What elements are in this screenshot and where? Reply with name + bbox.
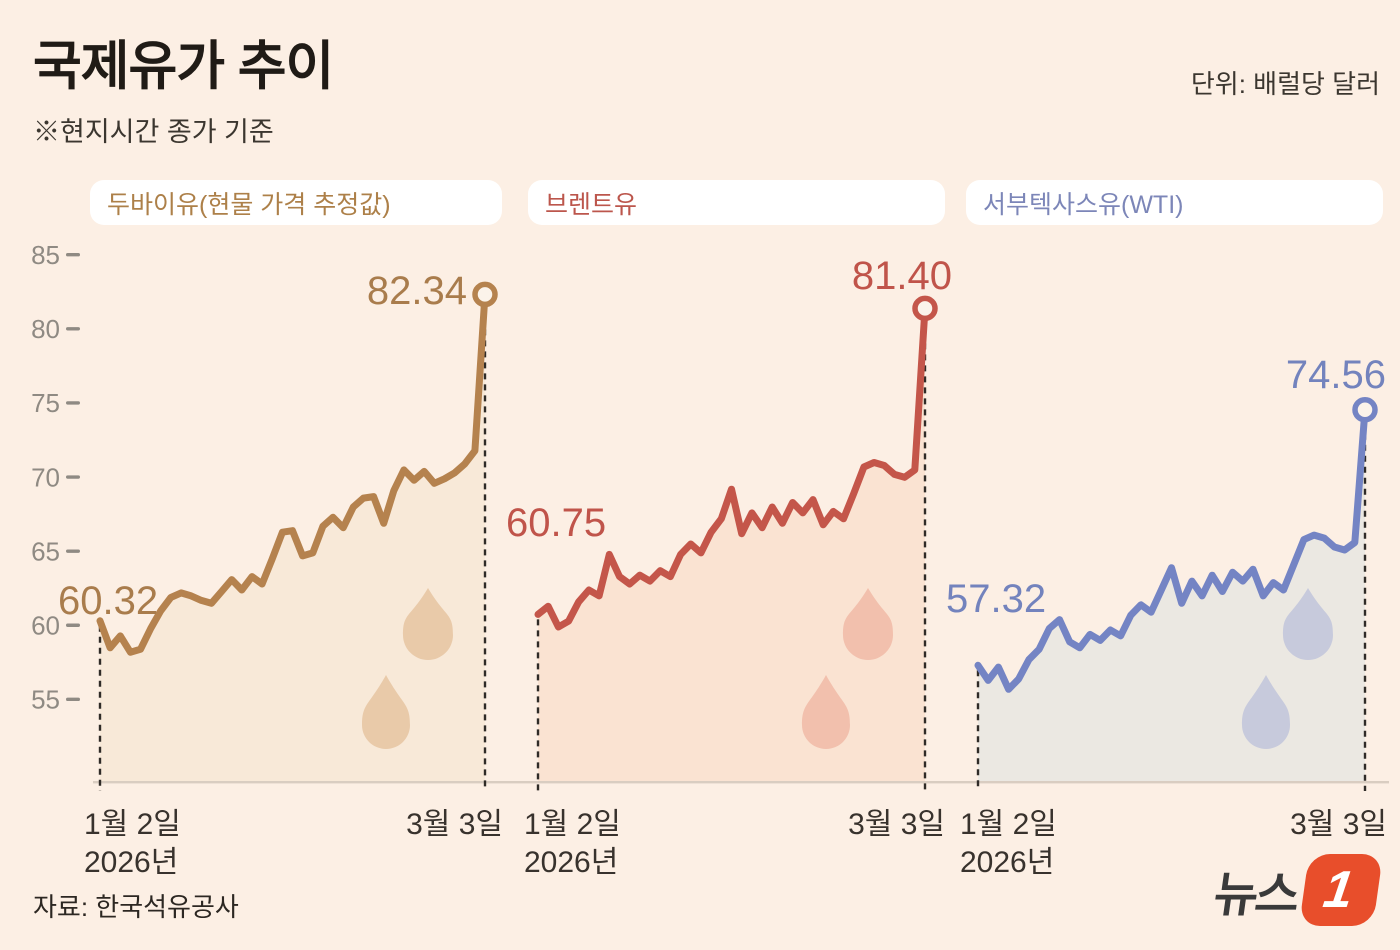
source-label: 자료: 한국석유공사 xyxy=(33,892,239,922)
end-value-label: 82.34 xyxy=(367,269,467,313)
start-value-label: 57.32 xyxy=(946,577,1046,621)
y-axis: 85 80 75 70 65 60 55 xyxy=(31,240,80,715)
x-axis-start-year: 2026년 xyxy=(960,846,1054,879)
x-axis-start-date: 1월 2일 xyxy=(524,808,621,841)
page-title: 국제유가 추이 xyxy=(33,37,334,96)
unit-label: 단위: 배럴당 달러 xyxy=(1190,69,1380,99)
y-tick-mark xyxy=(66,327,80,331)
dubai-oil-series: 60.32 82.34 1월 2일 2026년 3월 3일 xyxy=(58,269,503,879)
price-line xyxy=(534,304,929,631)
oil-drop-icon xyxy=(802,675,850,749)
end-value-label: 81.40 xyxy=(852,254,952,298)
news1-logo: 뉴스 1 xyxy=(1210,854,1384,926)
end-value-label: 74.56 xyxy=(1286,353,1386,397)
oil-drop-icon xyxy=(403,588,453,660)
end-point-marker xyxy=(472,281,498,308)
x-axis-start-year: 2026년 xyxy=(84,846,178,879)
brent-oil-series: 60.75 81.40 1월 2일 2026년 3월 3일 xyxy=(506,254,952,879)
news1-logo-text: 뉴스 xyxy=(1210,869,1300,922)
wti-oil-area xyxy=(978,409,1365,783)
news1-logo-badge-icon: 1 xyxy=(1298,854,1384,926)
legend-dubai: 두바이유(현물 가격 추정값) xyxy=(90,180,502,225)
oil-drop-icon xyxy=(1283,588,1333,660)
price-line xyxy=(96,290,489,656)
y-tick-mark xyxy=(66,475,80,479)
start-value-label: 60.75 xyxy=(506,501,606,545)
page-subtitle: ※현지시간 종가 기준 xyxy=(33,117,274,147)
y-tick-label: 80 xyxy=(31,314,60,344)
legend-wti: 서부텍사스유(WTI) xyxy=(966,180,1383,225)
x-axis-start-date: 1월 2일 xyxy=(84,808,181,841)
y-tick-label: 60 xyxy=(31,611,60,641)
legend-brent: 브렌트유 xyxy=(528,180,945,225)
x-axis-baseline xyxy=(93,781,1389,784)
x-axis-start-date: 1월 2일 xyxy=(960,808,1057,841)
x-axis-end-date: 3월 3일 xyxy=(406,808,503,841)
y-tick-mark xyxy=(66,401,80,405)
legend-dubai-label: 두바이유(현물 가격 추정값) xyxy=(107,190,391,219)
y-tick-mark xyxy=(66,623,80,627)
x-axis-start-year: 2026년 xyxy=(524,846,618,879)
y-tick-label: 55 xyxy=(31,685,60,715)
brent-oil-area xyxy=(538,308,925,783)
y-tick-mark xyxy=(66,697,80,702)
oil-drop-icon xyxy=(843,588,893,660)
legend-brent-label: 브렌트유 xyxy=(545,190,638,219)
x-axis-end-date: 3월 3일 xyxy=(848,808,945,841)
oil-drop-icon xyxy=(362,675,410,749)
area-fill xyxy=(538,308,925,783)
oil-drop-icon xyxy=(1242,675,1290,749)
y-tick-label: 65 xyxy=(31,536,60,566)
y-tick-mark xyxy=(66,253,80,257)
end-point-marker xyxy=(912,295,938,322)
start-value-label: 60.32 xyxy=(58,579,158,623)
x-axis-end-date: 3월 3일 xyxy=(1290,808,1387,841)
y-tick-label: 75 xyxy=(31,388,60,418)
wti-oil-series: 57.32 74.56 1월 2일 2026년 3월 3일 xyxy=(946,353,1387,879)
legend-wti-label: 서부텍사스유(WTI) xyxy=(983,190,1184,219)
end-point-marker xyxy=(1352,396,1378,423)
price-line xyxy=(974,406,1369,693)
y-tick-label: 85 xyxy=(31,240,60,270)
y-tick-mark xyxy=(66,549,80,553)
y-tick-label: 70 xyxy=(31,462,60,492)
